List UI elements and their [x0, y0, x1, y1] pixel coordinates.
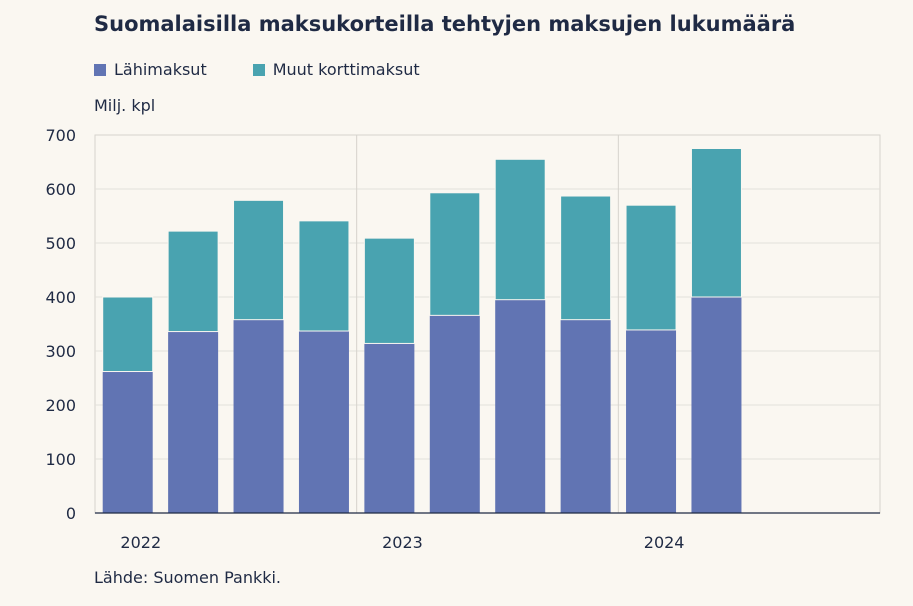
y-tick-label: 300 — [45, 342, 76, 361]
legend: Lähimaksut Muut korttimaksut — [94, 60, 466, 79]
bar-lahimaksut — [429, 315, 480, 513]
chart-title: Suomalaisilla maksukorteilla tehtyjen ma… — [94, 12, 796, 36]
legend-item-lahimaksut: Lähimaksut — [94, 60, 207, 79]
bar-muut-korttimaksut — [167, 230, 219, 333]
y-tick-label: 100 — [45, 450, 76, 469]
y-axis-unit-label: Milj. kpl — [94, 96, 156, 115]
bar-lahimaksut — [298, 331, 349, 513]
bar-lahimaksut — [560, 319, 611, 513]
bar-lahimaksut — [168, 331, 219, 513]
x-year-label: 2022 — [120, 533, 161, 552]
y-tick-label: 400 — [45, 288, 76, 307]
bar-lahimaksut — [102, 371, 153, 513]
x-year-label: 2024 — [644, 533, 685, 552]
source-note: Lähde: Suomen Pankki. — [94, 568, 282, 587]
y-tick-label: 600 — [45, 180, 76, 199]
bar-muut-korttimaksut — [625, 204, 677, 331]
legend-label-muut-korttimaksut: Muut korttimaksut — [272, 60, 420, 79]
y-tick-label: 500 — [45, 234, 76, 253]
bar-lahimaksut — [495, 299, 546, 513]
bar-lahimaksut — [691, 297, 742, 513]
bar-lahimaksut — [233, 319, 284, 513]
legend-swatch-muut-korttimaksut — [252, 63, 265, 76]
bar-muut-korttimaksut — [233, 199, 285, 321]
bar-muut-korttimaksut — [690, 148, 742, 298]
bar-lahimaksut — [364, 343, 415, 513]
bar-muut-korttimaksut — [429, 192, 481, 316]
y-tick-label: 200 — [45, 396, 76, 415]
bar-muut-korttimaksut — [494, 158, 546, 301]
legend-item-muut-korttimaksut: Muut korttimaksut — [252, 60, 420, 79]
legend-label-lahimaksut: Lähimaksut — [114, 60, 207, 79]
bar-muut-korttimaksut — [363, 237, 415, 344]
x-year-label: 2023 — [382, 533, 423, 552]
bar-lahimaksut — [626, 329, 677, 513]
bar-muut-korttimaksut — [298, 220, 350, 332]
bar-muut-korttimaksut — [560, 195, 612, 321]
y-tick-label: 700 — [45, 126, 76, 145]
y-tick-label: 0 — [66, 504, 76, 523]
bar-muut-korttimaksut — [102, 296, 154, 373]
legend-swatch-lahimaksut — [94, 63, 106, 76]
